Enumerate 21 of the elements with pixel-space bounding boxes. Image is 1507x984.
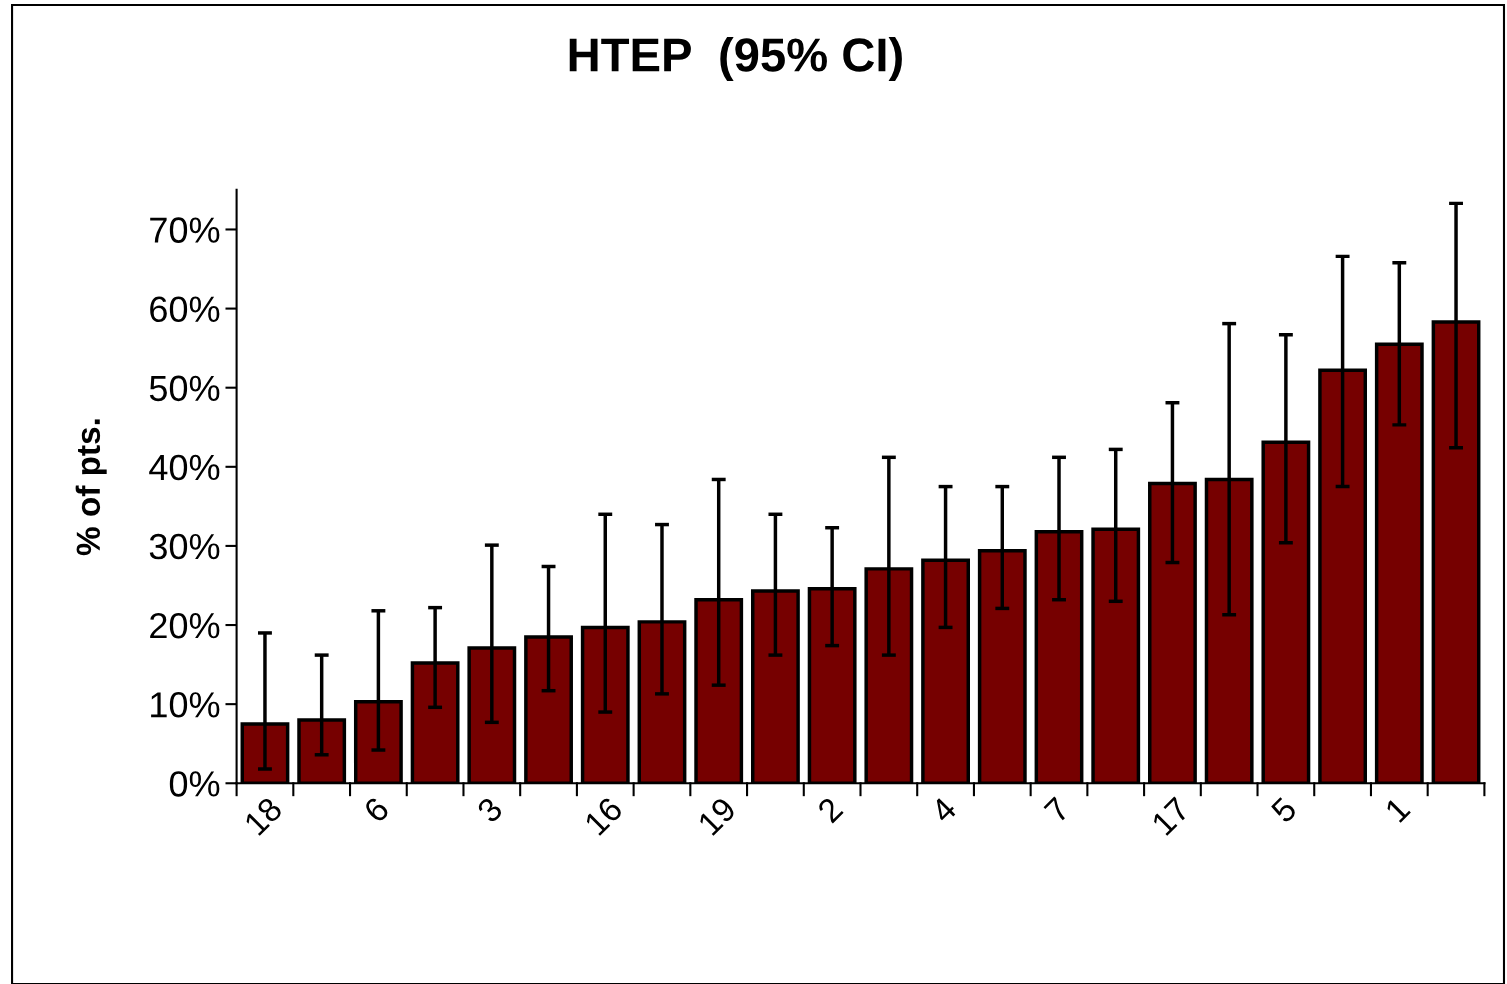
x-tick-label: 19 <box>697 796 738 837</box>
x-tick-label: 1 <box>1384 796 1411 823</box>
x-tick-label: 6 <box>362 796 391 824</box>
y-tick-label: 40% <box>149 454 220 481</box>
x-tick-label: 7 <box>1043 796 1071 824</box>
x-tick-label: 4 <box>929 795 958 825</box>
y-tick-label: 0% <box>169 771 220 797</box>
x-tick-label: 5 <box>1270 796 1298 824</box>
y-tick-label: 70% <box>150 217 220 243</box>
x-tick-label: 16 <box>583 796 624 837</box>
x-tick-label: 3 <box>475 796 504 824</box>
y-tick-label: 20% <box>150 612 220 639</box>
y-tick-label: 10% <box>151 692 220 718</box>
y-axis-title: % of pts. <box>75 419 107 556</box>
y-tick-label: 50% <box>149 375 220 402</box>
x-tick-label: 18 <box>243 796 284 837</box>
x-tick-label: 2 <box>816 796 844 824</box>
x-tick-label: 17 <box>1151 796 1191 836</box>
y-tick-label: 60% <box>150 296 220 323</box>
y-tick-label: 30% <box>149 533 220 560</box>
chart-title: HTEP (95% CI) <box>569 37 902 82</box>
